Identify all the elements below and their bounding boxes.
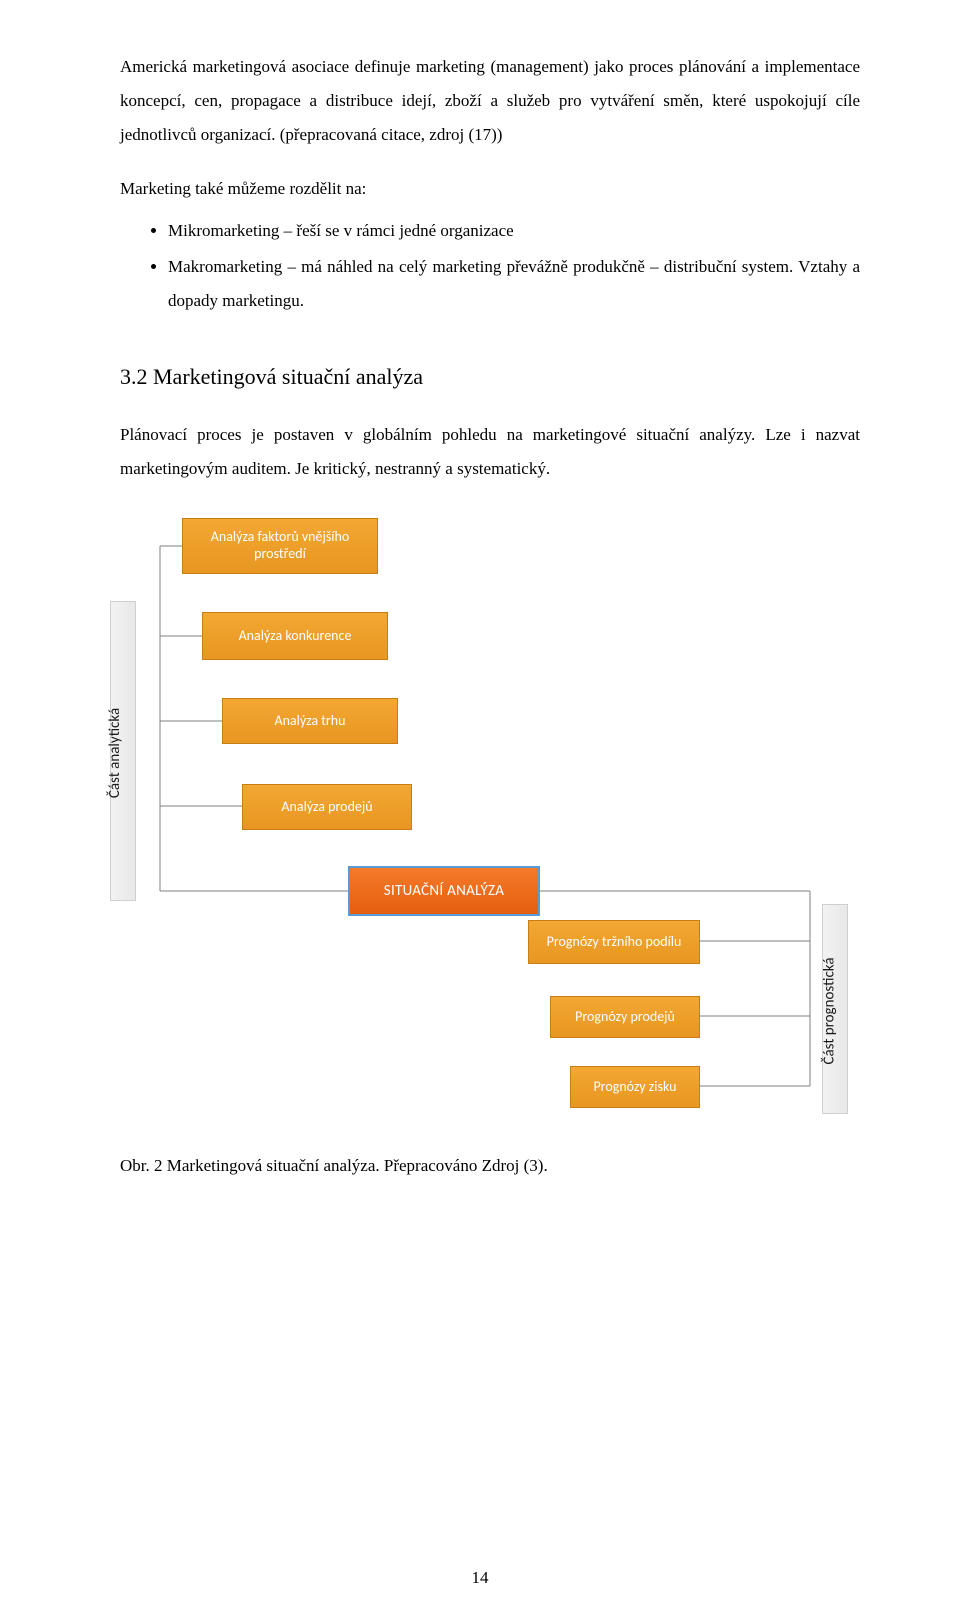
box-trhu: Analýza trhu (222, 698, 398, 744)
figure-caption: Obr. 2 Marketingová situační analýza. Př… (120, 1156, 860, 1176)
bullet-list: Mikromarketing – řeší se v rámci jedné o… (168, 214, 860, 318)
sidebar-analytical-label: Část analytická (106, 708, 124, 798)
heading-3-2: 3.2 Marketingová situační analýza (120, 364, 860, 390)
bullet-item-1: Mikromarketing – řeší se v rámci jedné o… (168, 214, 860, 248)
page-number: 14 (0, 1568, 960, 1588)
situational-analysis-diagram: Část analytická Část prognostická Analýz… (110, 506, 850, 1126)
box-konkurence: Analýza konkurence (202, 612, 388, 660)
paragraph-1: Americká marketingová asociace definuje … (120, 50, 860, 152)
box-situacni-analyza: SITUAČNÍ ANALÝZA (348, 866, 540, 916)
box-prognozy-zisku: Prognózy zisku (570, 1066, 700, 1108)
box-prognozy-prodeju: Prognózy prodejů (550, 996, 700, 1038)
box-factors: Analýza faktorů vnějšího prostředí (182, 518, 378, 574)
diagram-connectors (110, 506, 850, 1126)
paragraph-3: Plánovací proces je postaven v globálním… (120, 418, 860, 486)
sidebar-prognostic-label: Část prognostická (821, 957, 839, 1064)
box-prognozy-podilu: Prognózy tržního podílu (528, 920, 700, 964)
bullet-item-2: Makromarketing – má náhled na celý marke… (168, 250, 860, 318)
paragraph-2: Marketing také můžeme rozdělit na: (120, 172, 860, 206)
box-prodeju: Analýza prodejů (242, 784, 412, 830)
